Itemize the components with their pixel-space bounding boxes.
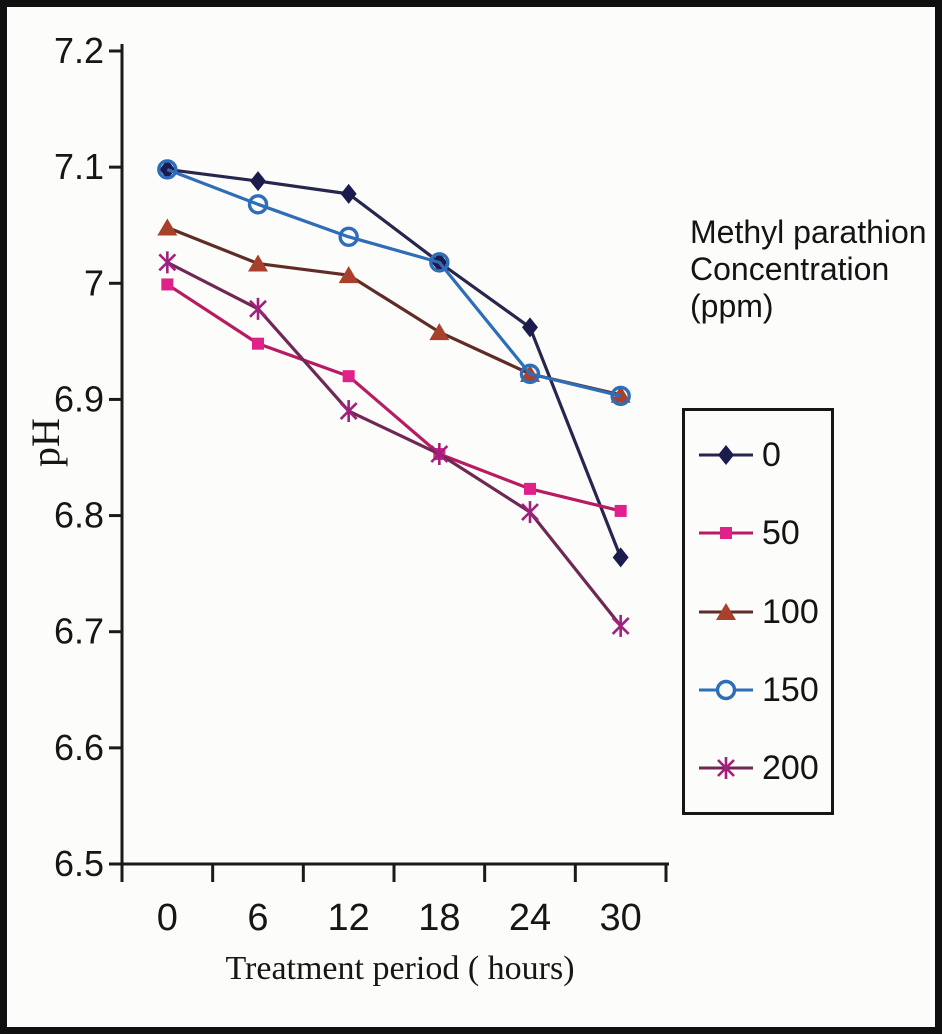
- triangle-marker-icon: [248, 254, 268, 272]
- triangle-marker-icon: [610, 385, 631, 403]
- legend-item-50-ppm: 50: [697, 513, 800, 552]
- circle-open-marker-icon: [519, 363, 541, 385]
- legend-label: 100: [762, 592, 819, 631]
- diamond-marker-icon: [612, 547, 629, 568]
- y-tick-label: 6.5: [54, 843, 104, 884]
- chart-canvas: 7.2 7.1 7 6.9 6.8 6.7 6.6 6.5 0 6 12 18 24 30: [54, 30, 669, 939]
- star-marker-icon: [430, 443, 449, 466]
- series-line: [167, 167, 623, 558]
- triangle-marker-icon: [429, 323, 450, 341]
- x-tick-label: 0: [157, 897, 178, 939]
- x-axis-title: Treatment period ( hours): [225, 950, 575, 987]
- x-tick-label: 30: [600, 897, 642, 939]
- diamond-marker-icon: [718, 445, 734, 465]
- y-tick-label: 7.1: [54, 146, 104, 187]
- legend-title: Methyl parathion Concentration (ppm): [690, 214, 935, 325]
- x-tick-label: 18: [418, 897, 460, 939]
- legend-title-line-1: Methyl parathion: [690, 214, 927, 250]
- series-0-ppm: [159, 159, 629, 568]
- circle-open-marker-icon: [610, 385, 631, 407]
- y-axis-title: pH: [22, 418, 68, 467]
- series-200-ppm: [158, 251, 630, 637]
- square-marker-icon: [524, 482, 536, 495]
- legend-label: 0: [762, 435, 781, 474]
- square-marker-icon: [720, 527, 732, 539]
- star-spoke: [611, 616, 630, 635]
- diamond-marker-icon: [340, 183, 357, 204]
- legend-box: 0 50 100 150 200: [682, 408, 834, 815]
- circle-open-marker-icon: [429, 252, 450, 273]
- circle-open-marker-icon: [247, 194, 269, 215]
- series-150-ppm: [157, 159, 631, 407]
- star-spoke: [430, 445, 449, 463]
- legend-item-150-ppm: 150: [697, 670, 819, 709]
- star-spoke: [158, 253, 177, 272]
- series-line: [166, 283, 622, 513]
- square-marker-icon: [342, 370, 355, 383]
- square-marker-icon: [614, 504, 627, 517]
- legend-label: 50: [762, 513, 800, 552]
- legend-marker-swatch: [699, 445, 753, 465]
- square-marker-icon: [252, 337, 264, 350]
- star-marker-icon: [339, 400, 358, 423]
- legend-item-200-ppm: 200: [697, 748, 819, 787]
- legend-label: 150: [762, 670, 819, 709]
- x-tick-label: 24: [509, 897, 551, 939]
- star-spoke: [339, 402, 358, 420]
- triangle-marker-icon: [338, 266, 359, 284]
- circle-open-marker-icon: [338, 226, 359, 248]
- star-marker-icon: [249, 297, 267, 320]
- y-tick-label: 6.7: [54, 611, 104, 652]
- legend-marker-swatch: [699, 757, 753, 779]
- series-line: [166, 226, 622, 397]
- y-tick-label: 7.2: [54, 30, 104, 71]
- square-marker-icon: [161, 278, 174, 291]
- series-100-ppm: [157, 218, 631, 403]
- legend-title-line-2: Concentration: [690, 251, 890, 287]
- x-tick-label: 6: [247, 897, 268, 939]
- y-tick-label: 6.8: [54, 495, 104, 536]
- diamond-marker-icon: [522, 317, 538, 338]
- series-line: [166, 167, 622, 398]
- legend-title-line-3: (ppm): [690, 288, 774, 324]
- y-tick-label: 6.9: [54, 378, 104, 419]
- triangle-marker-icon: [157, 218, 178, 236]
- y-tick-label: 6.6: [54, 727, 104, 768]
- star-marker-icon: [611, 614, 630, 637]
- legend-marker-swatch: [699, 527, 753, 539]
- legend-label: 200: [762, 748, 819, 787]
- legend-marker-swatch: [699, 603, 753, 620]
- circle-open-marker-icon: [157, 159, 178, 180]
- triangle-marker-icon: [716, 603, 736, 620]
- star-marker-icon: [158, 251, 177, 274]
- diamond-marker-icon: [250, 171, 266, 192]
- legend-item-0-ppm: 0: [697, 435, 781, 474]
- y-tick-label: 7: [84, 262, 104, 303]
- legend-item-100-ppm: 100: [697, 592, 819, 631]
- circle-open-marker-icon: [715, 679, 737, 701]
- star-spoke: [717, 759, 735, 777]
- legend-marker-swatch: [699, 679, 753, 701]
- x-tick-label: 12: [328, 897, 370, 939]
- star-marker-icon: [717, 757, 735, 779]
- star-spoke: [521, 503, 539, 522]
- star-spoke: [249, 299, 267, 318]
- series-line: [166, 260, 622, 627]
- star-marker-icon: [521, 501, 539, 524]
